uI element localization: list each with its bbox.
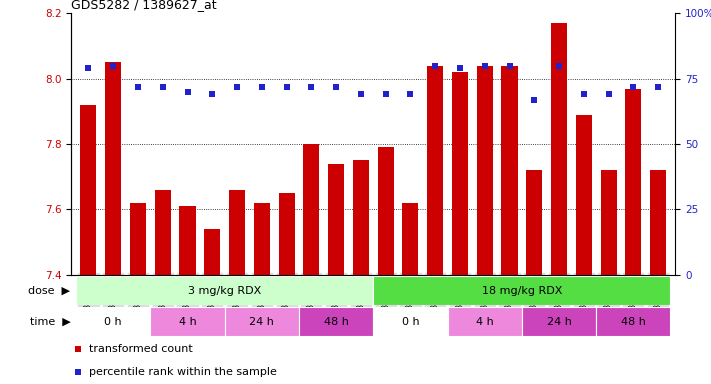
Bar bbox=[76, 307, 150, 336]
Text: percentile rank within the sample: percentile rank within the sample bbox=[90, 367, 277, 377]
Bar bbox=[501, 66, 518, 275]
Bar bbox=[526, 170, 542, 275]
Bar bbox=[279, 193, 294, 275]
Text: dose  ▶: dose ▶ bbox=[28, 286, 70, 296]
Text: GDS5282 / 1389627_at: GDS5282 / 1389627_at bbox=[71, 0, 217, 11]
Bar bbox=[448, 307, 522, 336]
Bar bbox=[373, 307, 448, 336]
Bar bbox=[597, 307, 670, 336]
Bar bbox=[328, 164, 344, 275]
Bar bbox=[229, 190, 245, 275]
Bar bbox=[551, 23, 567, 275]
Bar bbox=[402, 203, 419, 275]
Bar bbox=[150, 307, 225, 336]
Bar bbox=[105, 62, 122, 275]
Text: 48 h: 48 h bbox=[621, 316, 646, 327]
Bar bbox=[353, 160, 369, 275]
Text: 0 h: 0 h bbox=[105, 316, 122, 327]
Text: 24 h: 24 h bbox=[250, 316, 274, 327]
Bar bbox=[155, 190, 171, 275]
Bar bbox=[576, 114, 592, 275]
Bar bbox=[452, 72, 468, 275]
Bar bbox=[625, 88, 641, 275]
Bar bbox=[304, 144, 319, 275]
Bar bbox=[76, 276, 373, 305]
Text: time  ▶: time ▶ bbox=[30, 316, 70, 327]
Text: 3 mg/kg RDX: 3 mg/kg RDX bbox=[188, 286, 261, 296]
Text: 48 h: 48 h bbox=[324, 316, 348, 327]
Text: 18 mg/kg RDX: 18 mg/kg RDX bbox=[481, 286, 562, 296]
Bar bbox=[225, 307, 299, 336]
Bar bbox=[373, 276, 670, 305]
Bar bbox=[204, 229, 220, 275]
Text: 0 h: 0 h bbox=[402, 316, 419, 327]
Bar bbox=[601, 170, 616, 275]
Bar bbox=[427, 66, 443, 275]
Bar bbox=[378, 147, 394, 275]
Text: 4 h: 4 h bbox=[178, 316, 196, 327]
Bar bbox=[130, 203, 146, 275]
Bar bbox=[80, 105, 97, 275]
Bar bbox=[522, 307, 597, 336]
Text: 4 h: 4 h bbox=[476, 316, 493, 327]
Bar bbox=[299, 307, 373, 336]
Text: 24 h: 24 h bbox=[547, 316, 572, 327]
Bar bbox=[476, 66, 493, 275]
Text: transformed count: transformed count bbox=[90, 344, 193, 354]
Bar bbox=[254, 203, 270, 275]
Bar bbox=[179, 206, 196, 275]
Bar bbox=[650, 170, 666, 275]
